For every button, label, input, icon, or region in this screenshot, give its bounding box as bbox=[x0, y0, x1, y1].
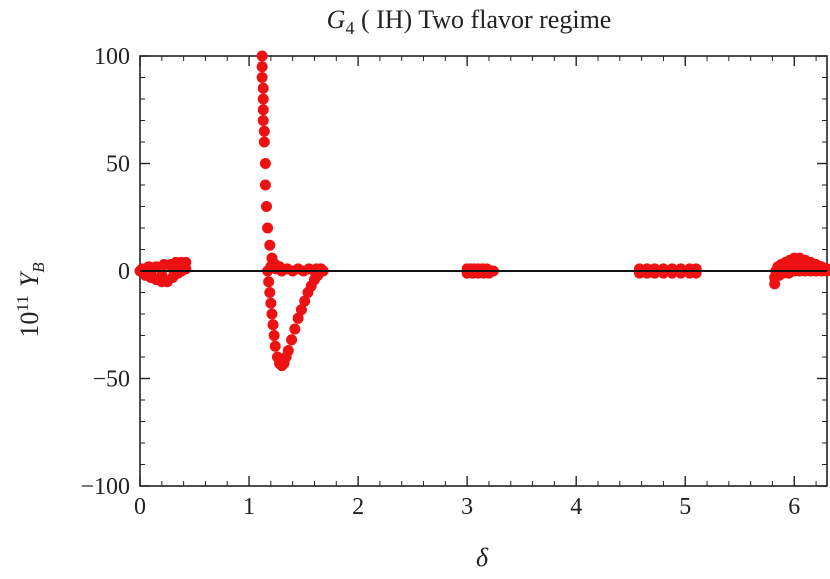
y-tick-label: 100 bbox=[94, 44, 130, 70]
x-tick-label: 0 bbox=[134, 494, 146, 520]
data-point bbox=[156, 269, 168, 281]
data-point bbox=[257, 104, 269, 116]
data-point bbox=[263, 276, 275, 288]
data-point bbox=[299, 295, 311, 307]
y-tick-label: −100 bbox=[80, 474, 130, 500]
data-point bbox=[804, 261, 816, 273]
svg-text:1011YB: 1011 YB bbox=[13, 262, 48, 338]
y-tick-label: −50 bbox=[92, 367, 130, 393]
chart-title: G4 ( IH) Two flavor regime bbox=[327, 5, 612, 38]
data-point bbox=[256, 50, 268, 62]
data-point bbox=[269, 340, 281, 352]
data-point bbox=[256, 61, 268, 73]
data-points bbox=[134, 50, 830, 372]
data-point bbox=[258, 136, 270, 148]
title-symbol: G bbox=[327, 5, 346, 34]
data-point bbox=[295, 304, 307, 316]
x-tick-label: 5 bbox=[679, 494, 691, 520]
data-point bbox=[260, 201, 272, 212]
x-tick-label: 1 bbox=[243, 494, 255, 520]
tick-labels: 0 1 2 3 4 5 6 100 50 0 −50 −100 bbox=[80, 44, 800, 520]
data-point bbox=[259, 179, 271, 191]
y-axis-label: 1011 YB bbox=[13, 262, 48, 338]
minor-ticks bbox=[140, 56, 827, 486]
data-point bbox=[256, 72, 268, 83]
data-point bbox=[264, 239, 276, 251]
data-point bbox=[145, 267, 157, 279]
data-point bbox=[258, 125, 270, 137]
data-point bbox=[257, 115, 269, 126]
data-point bbox=[173, 261, 185, 273]
data-point bbox=[267, 319, 279, 331]
data-point bbox=[265, 297, 277, 309]
ylabel-exponent: 11 bbox=[13, 295, 32, 311]
x-tick-label: 2 bbox=[352, 494, 364, 520]
ylabel-subscript: B bbox=[29, 262, 48, 273]
ylabel-symbol: Y bbox=[15, 270, 44, 287]
data-point bbox=[786, 259, 798, 271]
x-axis-label: δ bbox=[476, 543, 489, 572]
data-point bbox=[795, 259, 807, 271]
y-tick-label: 50 bbox=[106, 152, 130, 178]
data-point bbox=[289, 323, 301, 335]
data-point bbox=[292, 312, 304, 324]
data-point bbox=[286, 334, 298, 346]
data-point bbox=[282, 345, 294, 357]
ylabel-base: 10 bbox=[15, 312, 44, 338]
title-subscript: 4 bbox=[345, 18, 354, 38]
data-point bbox=[266, 308, 278, 320]
x-tick-label: 6 bbox=[788, 494, 800, 520]
data-point bbox=[812, 263, 824, 275]
data-point bbox=[690, 267, 702, 279]
y-tick-label: 0 bbox=[118, 259, 130, 285]
data-point bbox=[257, 93, 269, 105]
title-rest: ( IH) Two flavor regime bbox=[354, 5, 611, 34]
x-tick-label: 4 bbox=[570, 494, 582, 520]
data-point bbox=[262, 222, 274, 234]
x-tick-label: 3 bbox=[461, 494, 473, 520]
data-point bbox=[264, 287, 276, 298]
data-point bbox=[259, 158, 271, 169]
data-point bbox=[257, 82, 269, 94]
data-point bbox=[268, 330, 280, 341]
